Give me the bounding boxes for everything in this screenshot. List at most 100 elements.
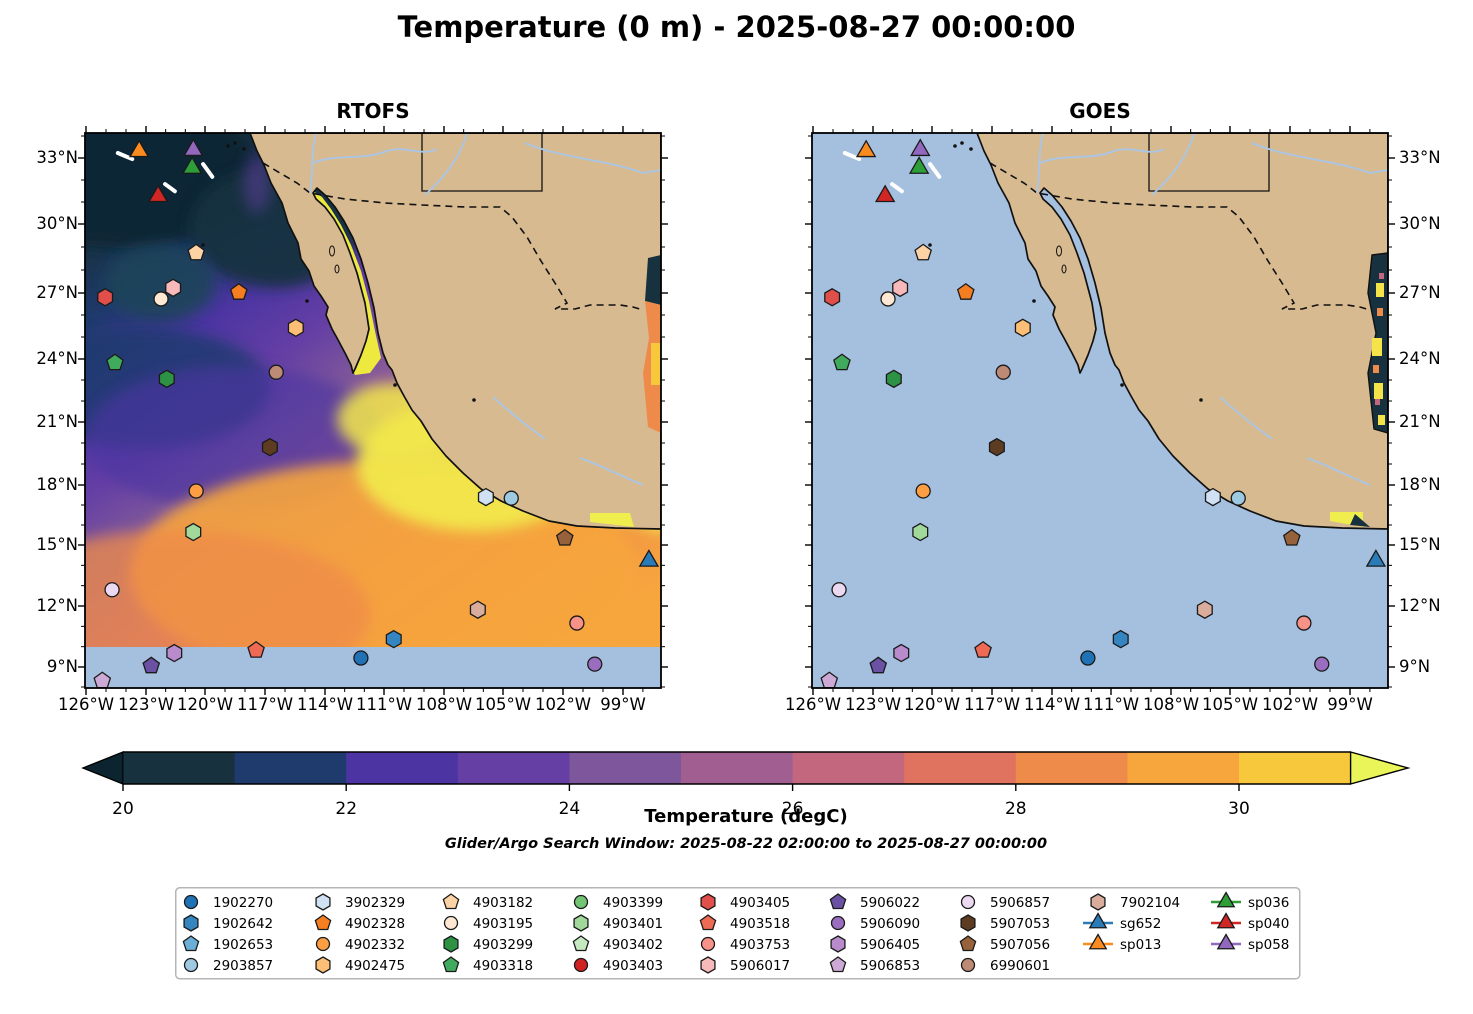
x-tick-label: 120°W [903, 695, 961, 714]
x-tick-label: 99°W [600, 695, 646, 714]
platform-4903401 [912, 522, 929, 542]
legend-item-4903399: 4903399 [573, 894, 663, 911]
legend-item-4903318: 4903318 [442, 956, 533, 974]
y-tick-label: 18°N [1399, 475, 1441, 494]
platform-sp013 [855, 139, 877, 158]
y-tick-label: 24°N [1399, 349, 1441, 368]
legend-marker-4903403 [573, 957, 589, 973]
y-tick-label: 18°N [36, 475, 78, 494]
legend-item-4903402: 4903402 [572, 935, 663, 953]
legend-marker-5906405 [830, 935, 846, 953]
platform-4902328 [229, 282, 248, 300]
legend-label: 1902653 [213, 937, 273, 953]
legend-item-sg652: sg652 [1083, 912, 1161, 932]
island [242, 147, 246, 151]
legend-marker-4903518 [699, 914, 717, 931]
legend-label: sp040 [1248, 916, 1289, 932]
platform-5907053 [988, 437, 1005, 457]
legend-item-4903182: 4903182 [442, 893, 533, 911]
legend-item-sp013: sp013 [1083, 933, 1161, 953]
legend-marker-5906017 [700, 956, 716, 974]
platform-1902642 [385, 629, 402, 649]
legend-label: sg652 [1120, 916, 1161, 932]
platform-4903195 [153, 291, 169, 307]
legend-item-3902329: 3902329 [315, 893, 405, 911]
island [305, 299, 309, 303]
platform-5906090 [587, 656, 603, 672]
legend-item-5907056: 5907056 [959, 935, 1050, 953]
platform-5906857 [831, 582, 847, 598]
legend-marker-4903299 [443, 935, 459, 953]
legend-label: 5907053 [990, 916, 1050, 932]
legend-item-4902475: 4902475 [315, 956, 405, 974]
legend-label: 2903857 [213, 958, 273, 974]
legend-item-4903299: 4903299 [443, 935, 533, 953]
platform-5906017 [165, 278, 182, 298]
legend-marker-6990601 [960, 957, 976, 973]
legend-marker-7902104 [1090, 893, 1106, 911]
platform-2903857 [1230, 490, 1246, 506]
platform-4903195 [880, 291, 896, 307]
legend-item-sp040: sp040 [1211, 912, 1289, 932]
platform-sp036 [181, 156, 203, 174]
colorbar: 20 22 24 26 28 30 [81, 750, 1411, 819]
legend-marker-sp058 [1216, 933, 1236, 950]
platform-3902329 [1204, 487, 1221, 507]
platform-4902332 [188, 483, 204, 499]
panel-title-goes: GOES [1069, 99, 1131, 123]
platform-4903753 [569, 615, 585, 631]
platform-5906405 [893, 643, 910, 663]
legend-item-sp058: sp058 [1211, 933, 1289, 953]
legend-item-5906090: 5906090 [830, 915, 920, 932]
legend-item-5906017: 5906017 [700, 956, 790, 974]
legend-item-sp036: sp036 [1211, 891, 1289, 911]
river [1306, 457, 1371, 486]
country-border [262, 162, 644, 311]
x-tick-label: 108°W [1142, 695, 1200, 714]
legend-label: 4903399 [603, 895, 663, 911]
x-tick-label: 105°W [1201, 695, 1259, 714]
legend-item-2903857: 2903857 [183, 957, 273, 974]
y-tick-label: 27°N [1399, 283, 1441, 302]
platform-5907056 [555, 528, 574, 546]
legend-label: 4903318 [473, 958, 533, 974]
island [1032, 299, 1036, 303]
legend-label: 4903403 [603, 958, 663, 974]
legend-item-5906405: 5906405 [830, 935, 920, 953]
platform-5906022 [869, 656, 888, 674]
platform-4903299 [158, 369, 175, 389]
legend-marker-5906853 [829, 956, 847, 973]
legend-label: 4903401 [603, 916, 663, 932]
river [1039, 148, 1165, 164]
colorbar-tick-label: 24 [559, 799, 581, 819]
river [312, 148, 438, 164]
legend-label: 7902104 [1120, 895, 1180, 911]
legend-label: 4903753 [730, 937, 790, 953]
legend-label: 4903195 [473, 916, 533, 932]
legend-marker-5906090 [830, 915, 846, 931]
y-tick-label: 30°N [1399, 214, 1441, 233]
island [928, 243, 932, 247]
legend-marker-5906022 [829, 893, 847, 910]
x-tick-label: 126°W [784, 695, 842, 714]
platform-5906022 [142, 656, 161, 674]
y-tick-label: 15°N [36, 535, 78, 554]
platform-sg652 [1365, 549, 1387, 567]
river [492, 396, 546, 440]
legend-label: 4902475 [345, 958, 405, 974]
glider-track [115, 150, 135, 162]
legend-label: 5906090 [860, 916, 920, 932]
y-tick-label: 33°N [36, 148, 78, 167]
platform-sp058 [910, 138, 931, 157]
glider-track [201, 162, 215, 179]
platform-7902104 [469, 600, 486, 619]
legend-label: 3902329 [345, 895, 405, 911]
legend-label: 5906853 [860, 958, 920, 974]
island [226, 144, 230, 148]
river [424, 133, 468, 196]
platform-4903753 [1296, 615, 1312, 631]
x-tick-label: 105°W [474, 695, 532, 714]
legend-item-6990601: 6990601 [960, 957, 1050, 974]
legend-marker-1902653 [182, 935, 200, 952]
